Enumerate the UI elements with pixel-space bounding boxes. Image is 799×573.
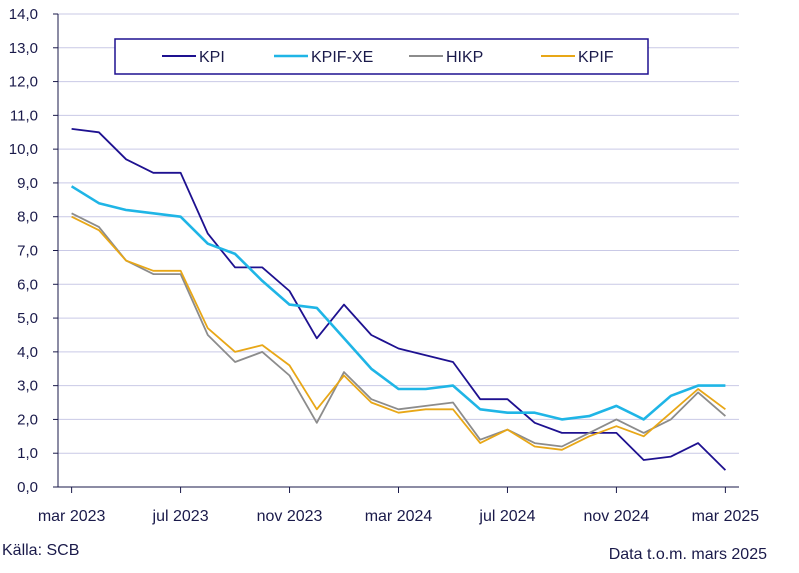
x-tick-label: mar 2023: [38, 508, 106, 525]
y-tick-label: 13,0: [9, 40, 38, 57]
y-tick-labels: 0,0 1,0 2,0 3,0 4,0 5,0 6,0 7,0 8,0 9,0 10,0 11,0 12…: [9, 6, 38, 496]
series-line-kpif-xe: [70, 185, 726, 421]
x-tick-label: nov 2024: [583, 508, 649, 525]
y-tick-label: 5,0: [17, 310, 38, 327]
y-tick-label: 2,0: [17, 411, 38, 428]
x-tick-label: jul 2023: [152, 508, 209, 525]
legend-label-kpif-xe: KPIF-XE: [311, 49, 373, 66]
y-tick-label: 0,0: [17, 479, 38, 496]
series-line-hikp: [71, 212, 726, 448]
legend-label-kpif: KPIF: [578, 49, 614, 66]
y-tick-label: 12,0: [9, 74, 38, 91]
series-line-kpif: [71, 215, 726, 451]
y-tick-label: 3,0: [17, 378, 38, 395]
y-tick-label: 14,0: [9, 6, 38, 23]
series-lines: [70, 128, 727, 471]
y-tick-label: 8,0: [17, 209, 38, 226]
x-tick-label: mar 2025: [692, 508, 760, 525]
x-tick-label: nov 2023: [257, 508, 323, 525]
gridlines: [58, 13, 739, 454]
y-tick-label: 7,0: [17, 243, 38, 260]
source-note: Källa: SCB: [2, 542, 80, 559]
y-tick-label: 10,0: [9, 141, 38, 158]
x-tick-label: mar 2024: [365, 508, 433, 525]
y-tick-label: 9,0: [17, 175, 38, 192]
x-tick-label: jul 2024: [478, 508, 535, 525]
y-tick-label: 11,0: [10, 107, 38, 124]
data-date-note: Data t.o.m. mars 2025: [608, 546, 767, 563]
series-line-kpi: [71, 128, 727, 471]
y-tick-label: 1,0: [17, 445, 38, 462]
y-tick-label: 4,0: [17, 344, 38, 361]
x-tick-labels: mar 2023 jul 2023 nov 2023 mar 2024 jul 2024…: [38, 508, 759, 525]
legend-label-hikp: HIKP: [446, 49, 483, 66]
legend: KPI KPIF-XE HIKP KPIF: [114, 38, 649, 75]
y-tick-label: 6,0: [17, 276, 38, 293]
legend-label-kpi: KPI: [199, 49, 225, 66]
axes: [53, 13, 739, 493]
